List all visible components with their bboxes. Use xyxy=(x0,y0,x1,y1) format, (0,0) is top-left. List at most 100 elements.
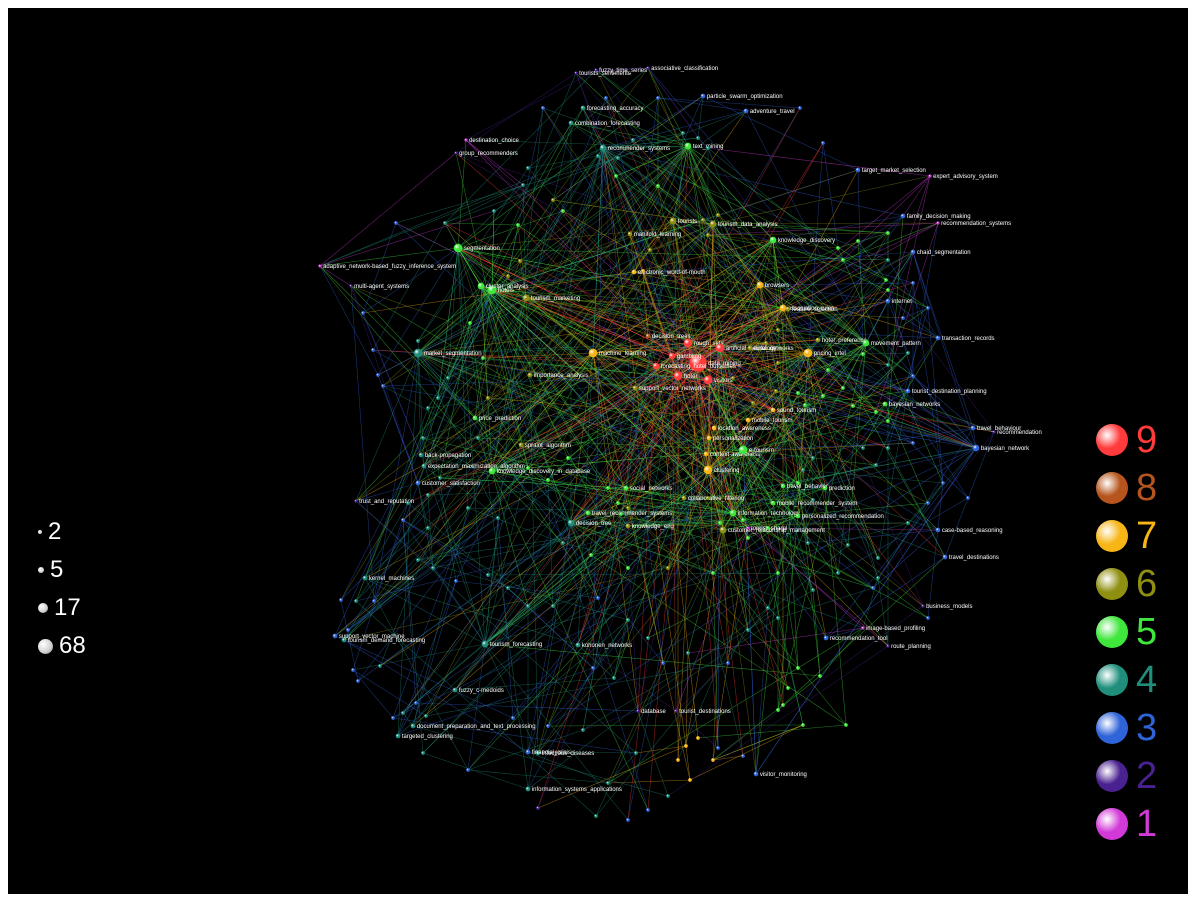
edge xyxy=(355,500,434,569)
node-label: knowledge_discovery_in_database xyxy=(497,469,591,475)
edge xyxy=(417,107,584,342)
graph-node xyxy=(535,750,541,756)
edge xyxy=(677,375,977,449)
edge xyxy=(625,387,636,489)
edge xyxy=(627,522,721,527)
graph-node xyxy=(901,316,905,320)
graph-node xyxy=(646,66,650,70)
node-label: knowledge_eng xyxy=(632,524,674,530)
graph-node xyxy=(568,120,574,126)
edge xyxy=(570,352,594,524)
edge xyxy=(602,147,639,712)
edge xyxy=(912,375,974,429)
node-label: context-awareness xyxy=(710,452,760,458)
edge xyxy=(455,580,599,599)
edge xyxy=(357,487,627,682)
graph-node xyxy=(668,352,676,360)
edge xyxy=(364,577,486,645)
edge xyxy=(592,352,657,367)
edge xyxy=(570,522,864,629)
graph-node xyxy=(486,573,490,577)
graph-node xyxy=(876,556,880,560)
node-label: fuzzy_time_series xyxy=(599,68,647,74)
graph-node xyxy=(738,445,748,455)
edge xyxy=(467,507,564,544)
edge xyxy=(525,297,929,504)
edge xyxy=(402,519,486,645)
graph-node xyxy=(706,435,712,441)
edge xyxy=(772,279,887,411)
graph-node xyxy=(935,527,941,533)
graph-node xyxy=(703,465,713,475)
graph-node xyxy=(481,356,485,360)
graph-node xyxy=(673,371,683,381)
edge xyxy=(362,222,397,314)
node-label: market_segmentation xyxy=(424,351,482,357)
edge xyxy=(707,222,939,236)
graph-node xyxy=(401,518,405,522)
edge xyxy=(825,627,864,639)
edge xyxy=(447,210,564,379)
edge xyxy=(397,702,417,737)
edge xyxy=(467,729,584,771)
edge xyxy=(749,347,799,394)
color-ball-icon xyxy=(1096,664,1128,696)
node-label: tourism_forecasting xyxy=(490,642,542,648)
graph-node xyxy=(589,553,593,557)
graph-node xyxy=(746,628,750,632)
edge xyxy=(480,285,864,629)
graph-node xyxy=(826,368,830,372)
node-label: tourist_destination_planning xyxy=(912,389,987,395)
node-label: route_planning xyxy=(891,644,931,650)
edge xyxy=(887,300,909,354)
edge xyxy=(444,132,684,224)
edge xyxy=(712,724,804,761)
size-dot-icon xyxy=(38,530,42,534)
edge xyxy=(747,404,806,421)
node-label: hotel xyxy=(684,374,697,380)
edge xyxy=(582,145,689,731)
edge xyxy=(637,617,779,712)
edge xyxy=(527,751,637,754)
graph-node xyxy=(339,598,343,602)
color-legend-item: 8 xyxy=(1096,464,1186,512)
edge xyxy=(343,507,469,641)
graph-node xyxy=(711,425,717,431)
edge xyxy=(364,577,579,646)
edge xyxy=(334,600,375,637)
graph-node xyxy=(525,786,531,792)
edge xyxy=(355,500,637,754)
edge xyxy=(595,67,649,71)
edge xyxy=(685,652,689,747)
edge xyxy=(355,223,714,502)
edge xyxy=(719,347,749,539)
edge xyxy=(372,222,446,351)
node-label: recommender_systems xyxy=(608,146,670,152)
graph-node xyxy=(416,558,420,562)
edge xyxy=(747,527,939,531)
node-label: support_vector_machine xyxy=(339,634,405,640)
edge xyxy=(592,352,619,504)
edge xyxy=(717,214,867,344)
edge xyxy=(675,710,699,739)
edge xyxy=(542,107,634,141)
graph-node xyxy=(356,679,360,683)
edge xyxy=(417,512,589,561)
graph-node xyxy=(378,664,382,668)
graph-node xyxy=(626,818,630,822)
edge xyxy=(417,239,774,484)
edge xyxy=(807,352,844,389)
edge xyxy=(687,342,814,459)
edge xyxy=(865,342,969,499)
edge xyxy=(595,69,714,225)
edge xyxy=(687,627,864,654)
edge xyxy=(420,454,724,531)
edge xyxy=(347,347,721,631)
node-label: infectious_diseases xyxy=(542,751,594,757)
edge xyxy=(627,507,789,689)
graph-node xyxy=(769,236,777,244)
edge xyxy=(627,402,754,509)
edge xyxy=(620,513,874,589)
node-label: internet xyxy=(892,299,912,305)
edge xyxy=(825,447,977,639)
